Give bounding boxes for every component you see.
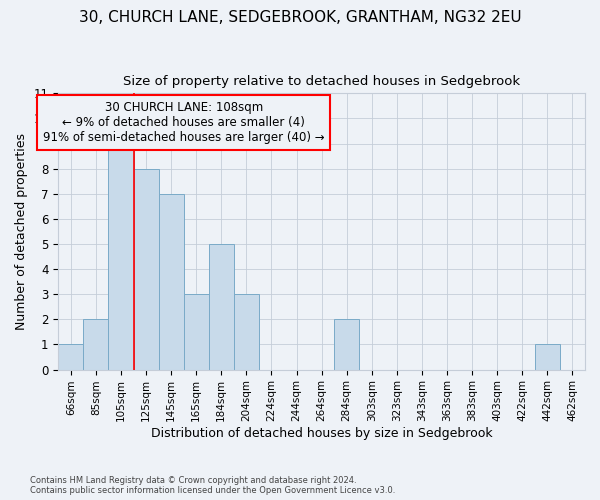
Text: 30 CHURCH LANE: 108sqm
← 9% of detached houses are smaller (4)
91% of semi-detac: 30 CHURCH LANE: 108sqm ← 9% of detached … (43, 101, 325, 144)
Bar (209, 244, 234, 370)
Text: Contains HM Land Registry data © Crown copyright and database right 2024.
Contai: Contains HM Land Registry data © Crown c… (30, 476, 395, 495)
Bar (83, 320, 109, 370)
Bar (535, 344, 560, 370)
Bar (234, 294, 259, 370)
Title: Size of property relative to detached houses in Sedgebrook: Size of property relative to detached ho… (123, 75, 520, 88)
Y-axis label: Number of detached properties: Number of detached properties (15, 133, 28, 330)
Text: 30, CHURCH LANE, SEDGEBROOK, GRANTHAM, NG32 2EU: 30, CHURCH LANE, SEDGEBROOK, GRANTHAM, N… (79, 10, 521, 25)
Bar (109, 144, 134, 370)
Bar (158, 194, 184, 370)
Bar (184, 294, 209, 370)
X-axis label: Distribution of detached houses by size in Sedgebrook: Distribution of detached houses by size … (151, 427, 493, 440)
Bar (58, 344, 83, 370)
Bar (334, 320, 359, 370)
Bar (134, 168, 158, 370)
